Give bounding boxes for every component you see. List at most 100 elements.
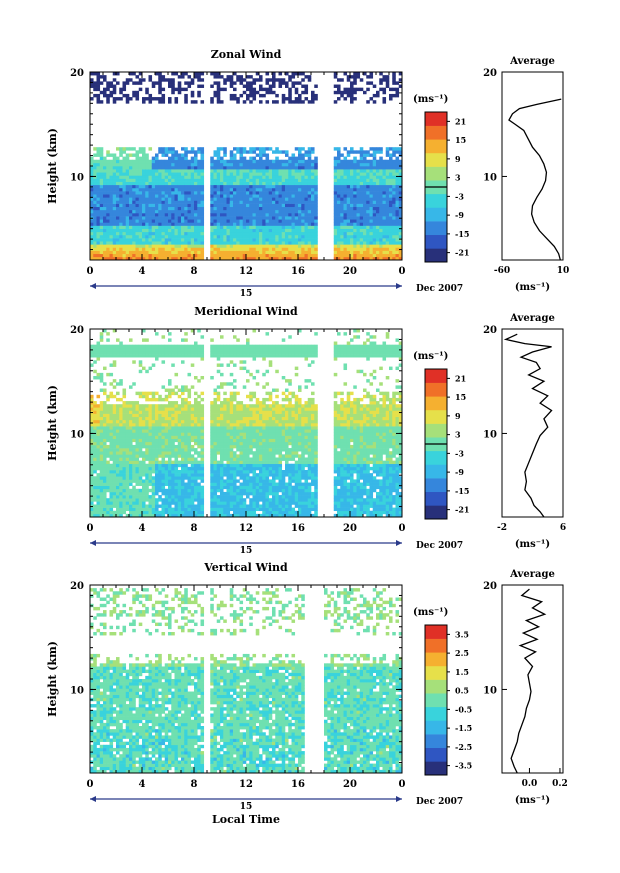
- heatmap-cell: [171, 219, 175, 223]
- heatmap-cell: [103, 216, 107, 220]
- heatmap-cell: [116, 197, 120, 201]
- heatmap-cell: [177, 216, 182, 220]
- heatmap-cell: [171, 166, 175, 170]
- heatmap-cell: [181, 347, 185, 352]
- heatmap-cell: [398, 228, 403, 233]
- heatmap-cell: [294, 181, 299, 186]
- heatmap-cell: [148, 495, 153, 499]
- heatmap-cell: [376, 181, 380, 186]
- heatmap-cell: [132, 187, 136, 192]
- heatmap-cell: [119, 247, 123, 251]
- heatmap-cell: [164, 200, 169, 204]
- heatmap-cell: [96, 175, 101, 179]
- y-axis-label: Height (km): [46, 128, 59, 204]
- heatmap-cell: [119, 244, 123, 248]
- heatmap-cell: [366, 159, 370, 164]
- heatmap-cell: [265, 247, 270, 251]
- heatmap-cell: [132, 228, 136, 233]
- heatmap-cell: [103, 491, 107, 496]
- heatmap-cell: [138, 191, 143, 195]
- heatmap-cell: [353, 231, 357, 236]
- heatmap-cell: [109, 454, 114, 458]
- heatmap-cell: [210, 206, 214, 211]
- heatmap-cell: [171, 510, 175, 515]
- heatmap-cell: [294, 241, 299, 245]
- heatmap-cell: [372, 178, 377, 182]
- heatmap-cell: [161, 385, 166, 389]
- heatmap-cell: [333, 231, 338, 236]
- heatmap-cell: [281, 81, 286, 85]
- heatmap-cell: [122, 463, 127, 468]
- heatmap-cell: [155, 438, 159, 443]
- heatmap-cell: [372, 150, 377, 154]
- heatmap-cell: [298, 203, 302, 208]
- heatmap-cell: [242, 216, 247, 220]
- heatmap-cell: [210, 250, 214, 255]
- heatmap-cell: [99, 153, 104, 157]
- heatmap-cell: [301, 181, 305, 186]
- heatmap-cell: [103, 485, 107, 490]
- heatmap-cell: [181, 197, 185, 201]
- heatmap-cell: [109, 404, 114, 408]
- heatmap-cell: [184, 429, 188, 433]
- heatmap-cell: [138, 169, 143, 173]
- heatmap-cell: [90, 81, 94, 85]
- heatmap-cell: [93, 153, 97, 157]
- heatmap-cell: [116, 482, 120, 486]
- heatmap-cell: [129, 473, 133, 477]
- heatmap-cell: [190, 253, 195, 258]
- heatmap-cell: [194, 256, 198, 261]
- heatmap-cell: [142, 197, 146, 201]
- heatmap-cell: [395, 241, 400, 245]
- heatmap-cell: [252, 150, 257, 154]
- heatmap-cell: [366, 87, 370, 92]
- heatmap-cell: [119, 147, 123, 151]
- heatmap-cell: [333, 203, 338, 208]
- heatmap-cell: [138, 435, 143, 439]
- heatmap-cell: [366, 253, 370, 258]
- heatmap-cell: [177, 247, 182, 251]
- heatmap-cell: [184, 448, 188, 452]
- heatmap-cell: [132, 429, 136, 433]
- heatmap-cell: [99, 81, 104, 85]
- heatmap-cell: [236, 162, 240, 167]
- heatmap-cell: [356, 197, 361, 201]
- heatmap-cell: [132, 169, 136, 173]
- heatmap-cell: [171, 178, 175, 182]
- heatmap-cell: [148, 510, 153, 515]
- heatmap-cell: [197, 241, 201, 245]
- heatmap-cell: [220, 159, 224, 164]
- heatmap-cell: [382, 178, 387, 182]
- heatmap-cell: [135, 253, 140, 258]
- heatmap-cell: [337, 87, 341, 92]
- heatmap-cell: [298, 159, 302, 164]
- y-tick-label: 10: [70, 172, 84, 183]
- heatmap-cell: [96, 222, 101, 226]
- heatmap-cell: [116, 485, 120, 490]
- heatmap-cell: [359, 206, 364, 211]
- heatmap-cell: [109, 495, 114, 499]
- heatmap-cell: [392, 181, 396, 186]
- heatmap-cell: [96, 231, 101, 236]
- heatmap-cell: [138, 363, 143, 367]
- heatmap-cell: [252, 97, 257, 101]
- heatmap-cell: [398, 84, 403, 88]
- heatmap-cell: [155, 441, 159, 446]
- heatmap-cell: [285, 159, 289, 164]
- heatmap-cell: [187, 388, 192, 392]
- heatmap-cell: [112, 513, 117, 518]
- heatmap-cell: [168, 97, 172, 101]
- heatmap-cell: [229, 81, 234, 85]
- heatmap-cell: [392, 175, 396, 179]
- heatmap-cell: [168, 410, 172, 414]
- heatmap-cell: [379, 147, 383, 151]
- heatmap-cell: [223, 159, 227, 164]
- heatmap-cell: [398, 231, 403, 236]
- heatmap-cell: [356, 256, 361, 261]
- heatmap-cell: [142, 460, 146, 465]
- heatmap-cell: [301, 175, 305, 179]
- heatmap-cell: [174, 435, 179, 439]
- heatmap-cell: [288, 219, 292, 223]
- heatmap-cell: [129, 344, 133, 349]
